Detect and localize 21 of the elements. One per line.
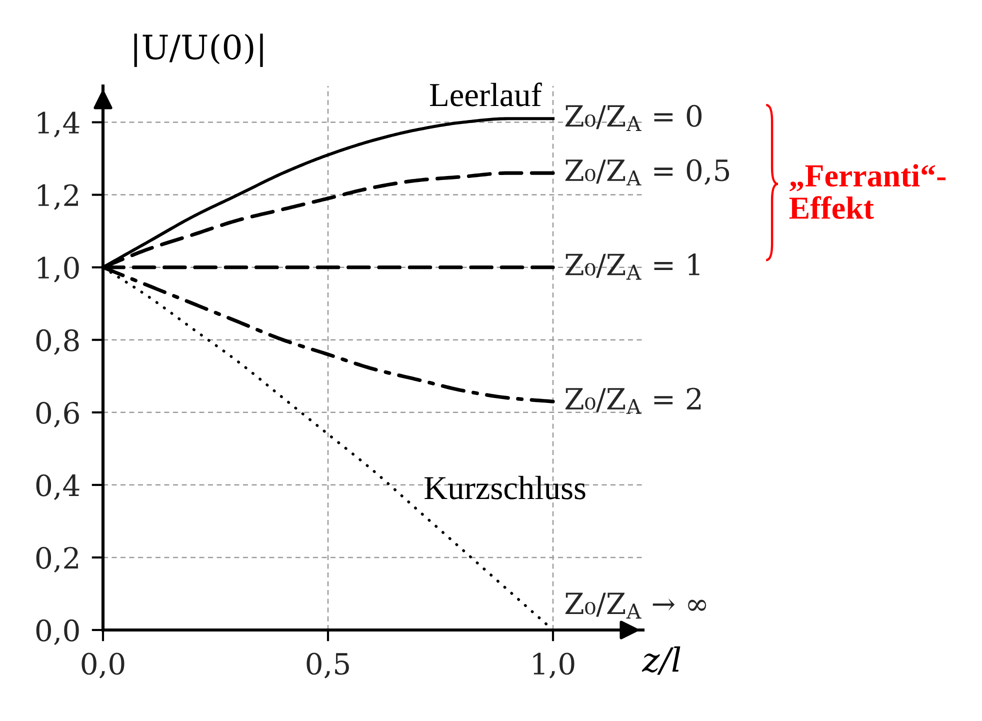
x-tick-label: 0,0 — [82, 652, 124, 678]
y-tick-label: 0,2 — [36, 546, 78, 573]
annotation: Leerlauf — [430, 82, 542, 106]
series-label: Z₀/Z$_{A}$ = 2 — [565, 388, 701, 414]
y-tick-label: 0,4 — [36, 474, 80, 500]
y-tick-label: 0,0 — [36, 619, 79, 646]
series-label: Z₀/Z$_{A}$ = 1 — [565, 254, 700, 280]
y-tick-label: 0,6 — [36, 402, 79, 428]
series-label: Z₀/Z$_{A}$ = 0,5 — [565, 159, 730, 186]
series-label: Z₀/Z$_{A}$ = 0 — [565, 104, 702, 131]
y-tick-label: 1,4 — [38, 112, 80, 138]
annotation: Kurzschluss — [424, 476, 586, 500]
y-axis-title: |U/U(0)| — [134, 34, 263, 67]
y-tick-label: 1,0 — [38, 256, 79, 282]
text: „Ferranti“- Effekt — [789, 164, 946, 219]
y-tick-label: 0,8 — [36, 329, 79, 355]
y-tick-label: 1,2 — [38, 184, 78, 210]
x-tick-label: 1,0 — [533, 652, 574, 678]
series-label: Z₀/Z$_{A}$ → ∞ — [565, 592, 706, 619]
x-axis-title: z/l — [642, 646, 680, 675]
x-tick-label: 0,5 — [306, 652, 349, 678]
